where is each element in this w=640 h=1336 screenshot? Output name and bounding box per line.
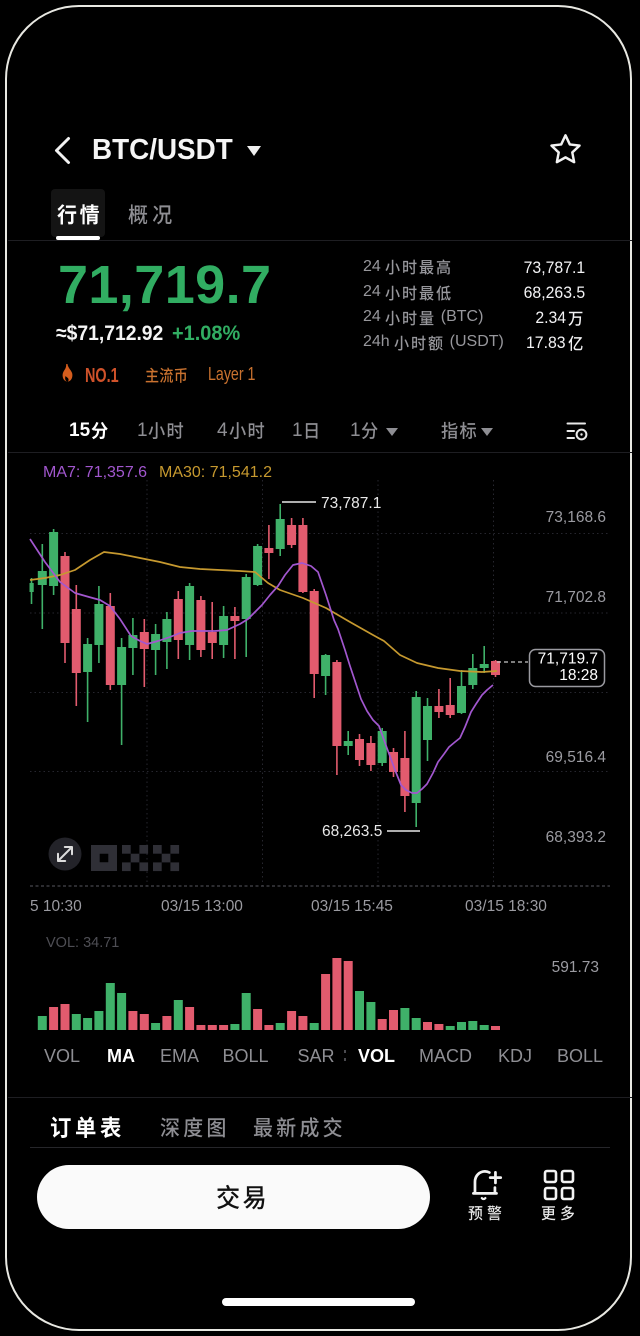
svg-text:5 10:30: 5 10:30 xyxy=(30,898,82,915)
svg-text:73,787.1: 73,787.1 xyxy=(321,495,381,512)
svg-text:591.73: 591.73 xyxy=(552,959,599,976)
svg-text:18:28: 18:28 xyxy=(559,667,598,684)
svg-text:03/15 13:00: 03/15 13:00 xyxy=(161,898,243,915)
svg-text:03/15 15:45: 03/15 15:45 xyxy=(311,898,393,915)
svg-text:71,702.8: 71,702.8 xyxy=(546,589,606,606)
svg-text:68,393.2: 68,393.2 xyxy=(546,829,606,846)
svg-text:71,719.7: 71,719.7 xyxy=(538,651,598,668)
svg-text:03/15 18:30: 03/15 18:30 xyxy=(465,898,547,915)
svg-text:MA7: 71,357.6: MA7: 71,357.6 xyxy=(43,464,147,481)
svg-text:VOL: 34.71: VOL: 34.71 xyxy=(46,935,119,951)
svg-text:MA30: 71,541.2: MA30: 71,541.2 xyxy=(159,464,272,481)
svg-text:68,263.5: 68,263.5 xyxy=(322,823,382,840)
svg-text:69,516.4: 69,516.4 xyxy=(546,749,607,766)
svg-text:73,168.6: 73,168.6 xyxy=(546,509,606,526)
